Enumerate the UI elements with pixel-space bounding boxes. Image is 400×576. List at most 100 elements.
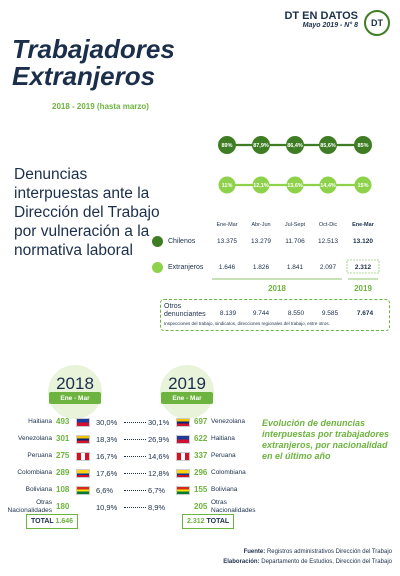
country-left: Otras Nacionalidades (7, 499, 52, 514)
category-tick: Jul-Sept (285, 222, 306, 228)
footer: Fuente: Registros administrativos Direcc… (223, 547, 392, 567)
share-point (218, 176, 236, 194)
total-left-label: TOTAL (31, 518, 54, 525)
footer-source: Fuente: Registros administrativos Direcc… (223, 547, 392, 557)
country-left: Peruana (27, 452, 52, 459)
share-point (218, 136, 236, 154)
share-point (354, 176, 372, 194)
issue-label: Mayo 2019 - N° 8 (302, 22, 358, 29)
others-note: Inspecciones del trabajo, sindicatos, di… (164, 321, 330, 326)
total-right: 2.312 TOTAL (182, 514, 235, 529)
share-label: 89% (221, 143, 232, 149)
value-label: 2.097 (320, 264, 337, 271)
title-line-1: Trabajadores (12, 34, 175, 64)
share-label: 14,4% (320, 183, 336, 189)
legend-chilenos: Chilenos (152, 236, 195, 247)
share-label: 13,6% (287, 183, 303, 189)
flag-venezuela-icon (76, 435, 90, 444)
count-right: 697 (194, 417, 208, 426)
pct-left: 10,9% (96, 503, 118, 512)
category-tick: Ene-Mar (216, 222, 237, 228)
count-right: 155 (194, 485, 208, 494)
right-period-badge: Ene - Mar (161, 392, 213, 404)
dt-logo: DT (364, 10, 390, 36)
legend-chilenos-label: Chilenos (168, 238, 196, 245)
share-label: 12,1% (253, 183, 269, 189)
country-right: Boliviana (211, 486, 238, 493)
count-right: 622 (194, 434, 208, 443)
left-period-badge: Ene - Mar (49, 392, 101, 404)
pct-left: 30,0% (96, 418, 118, 427)
share-point (286, 136, 304, 154)
flag-bolivia-icon (76, 486, 90, 495)
share-point (252, 136, 270, 154)
others-value: 8.550 (287, 310, 305, 317)
value-label: 13.375 (217, 238, 237, 245)
highlight-2019 (346, 259, 380, 274)
year-group-label: 2019 (354, 284, 372, 293)
pct-left: 16,7% (96, 452, 118, 461)
connector-line (124, 422, 146, 423)
value-label: 2.312 (355, 264, 372, 271)
count-right: 296 (194, 468, 208, 477)
others-value: 8.139 (219, 310, 237, 317)
total-left-value: 1.646 (55, 518, 74, 525)
count-left: 275 (56, 451, 70, 460)
share-label: 86,4% (287, 143, 303, 149)
count-right: 205 (194, 502, 208, 511)
pct-left: 18,3% (96, 435, 118, 444)
country-left: Colombiana (17, 469, 52, 476)
legend-extranjeros: Extranjeros (152, 262, 203, 273)
others-value: 9.744 (252, 310, 270, 317)
flag-venezuela-icon (176, 418, 190, 427)
pct-right: 12,8% (148, 469, 170, 478)
country-right: Colombiana (211, 469, 246, 476)
category-tick: Abr-Jun (251, 222, 270, 228)
value-label: 1.826 (253, 264, 270, 271)
pct-right: 8,9% (148, 503, 166, 512)
pct-right: 26,9% (148, 435, 170, 444)
connector-line (124, 473, 146, 474)
share-label: 87,9% (253, 143, 269, 149)
share-label: 85% (357, 143, 368, 149)
footer-author: Elaboración: Departamento de Estudios, D… (223, 557, 392, 567)
title-line-2: Extranjeros (12, 61, 156, 91)
value-label: 11.706 (285, 238, 305, 245)
count-left: 289 (56, 468, 70, 477)
country-right: Peruana (211, 452, 236, 459)
value-label: 1.646 (219, 264, 236, 271)
flag-peru-icon (76, 452, 90, 461)
pct-left: 17,6% (96, 469, 118, 478)
share-point (319, 136, 337, 154)
category-tick: Oct-Dic (319, 222, 338, 228)
value-label: 1.841 (287, 264, 304, 271)
count-left: 493 (56, 417, 70, 426)
total-right-value: 2.312 (187, 518, 205, 525)
quarterly-chart: 89% 87,9% 86,4% 85,6% 85% 11% 12,1% 13,6% 14,4% 1… (212, 136, 380, 293)
count-left: 108 (56, 485, 70, 494)
others-value: 7.674 (356, 310, 374, 317)
chilenos-dot (152, 236, 163, 247)
others-box (160, 299, 390, 331)
share-point (286, 176, 304, 194)
pct-left: 6,6% (96, 486, 114, 495)
pct-right: 30,1% (148, 418, 170, 427)
others-label: Otros denunciantes (164, 303, 206, 318)
evolution-caption: Evolución de denuncias interpuestas por … (262, 418, 390, 461)
pct-right: 6,7% (148, 486, 166, 495)
count-left: 180 (56, 502, 70, 511)
section-subtitle: Denuncias interpuestas ante la Dirección… (14, 166, 160, 259)
source-label: Fuente: (243, 549, 266, 555)
connector-line (124, 456, 146, 457)
pct-right: 14,6% (148, 452, 170, 461)
right-year: 2019 (168, 374, 206, 393)
connector-line (124, 490, 146, 491)
count-left: 301 (56, 434, 70, 443)
period-label: 2018 - 2019 (hasta marzo) (52, 102, 149, 111)
source-text: Registros administrativos Dirección del … (266, 549, 392, 555)
country-left: Venezolana (18, 435, 52, 442)
share-point (354, 136, 372, 154)
total-left: TOTAL 1.646 (26, 514, 79, 529)
value-label: 13.120 (353, 238, 373, 245)
page-title: Trabajadores Extranjeros (12, 36, 175, 90)
